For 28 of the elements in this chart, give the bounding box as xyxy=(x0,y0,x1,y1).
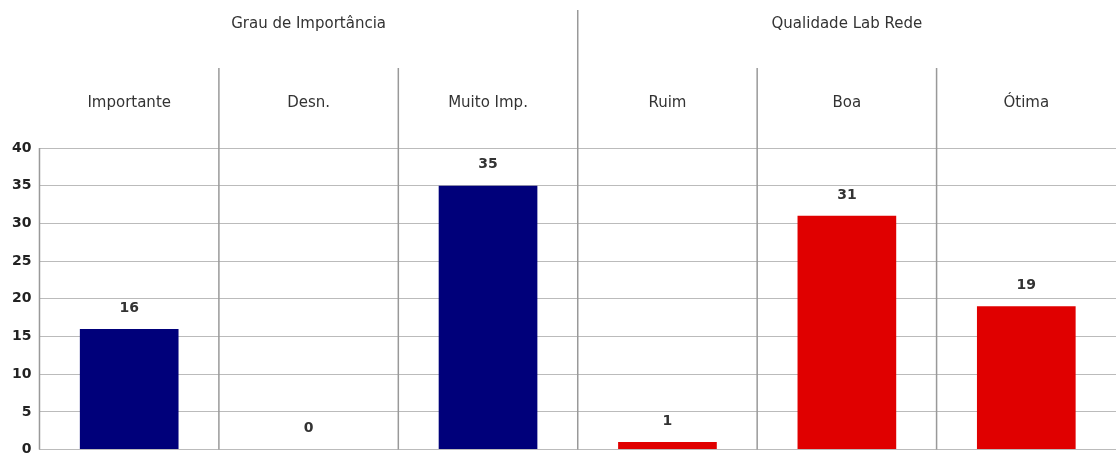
y-tick-label: 0 xyxy=(21,440,32,457)
x-tick-label: Desn. xyxy=(287,92,331,111)
bar xyxy=(976,306,1076,450)
text: Grau de Importância xyxy=(231,13,387,32)
bar xyxy=(79,328,179,450)
x-tick-label: Ótima xyxy=(1003,91,1050,111)
data-label: 16 xyxy=(119,298,139,315)
bar xyxy=(618,442,717,450)
y-tick-label: 20 xyxy=(12,289,32,306)
bar xyxy=(797,215,897,450)
x-tick-label: Ruim xyxy=(648,92,687,111)
y-tick-label: 30 xyxy=(12,214,32,231)
data-label: 19 xyxy=(1016,275,1037,292)
x-tick-label: Muito Imp. xyxy=(448,92,528,111)
y-tick-label: 25 xyxy=(12,251,32,268)
x-tick-label: Boa xyxy=(832,92,862,111)
data-label: 35 xyxy=(478,155,498,172)
y-tick-label: 35 xyxy=(12,176,32,193)
data-label: 31 xyxy=(837,185,857,202)
x-tick-label: Importante xyxy=(87,92,171,111)
y-tick-label: 10 xyxy=(12,364,32,381)
y-tick-label: 5 xyxy=(21,402,32,419)
data-label: 1 xyxy=(662,411,673,428)
text: Qualidade Lab Rede xyxy=(771,13,923,32)
y-tick-label: 15 xyxy=(12,327,32,344)
bar xyxy=(438,185,538,450)
y-tick-label: 40 xyxy=(12,138,32,155)
data-label: 0 xyxy=(303,419,314,436)
